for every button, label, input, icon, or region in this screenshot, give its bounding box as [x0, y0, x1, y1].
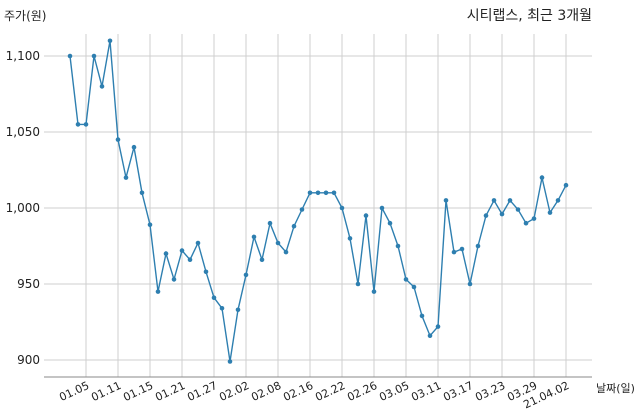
data-point	[443, 198, 449, 203]
data-point	[347, 236, 353, 241]
x-tick-label: 03.23	[473, 379, 507, 404]
data-point	[371, 289, 377, 294]
y-tick-label: 1,050	[6, 125, 40, 139]
data-point	[491, 198, 497, 203]
data-point	[75, 122, 81, 127]
data-point	[91, 53, 97, 59]
data-point	[275, 240, 281, 246]
data-point	[451, 249, 457, 255]
x-tick-label: 03.11	[409, 379, 443, 404]
data-point	[515, 207, 521, 212]
data-point	[555, 198, 561, 203]
data-point	[547, 210, 553, 215]
x-axis-label: 날짜(일)	[596, 381, 635, 395]
data-point	[99, 84, 105, 89]
data-point	[235, 307, 241, 313]
data-point	[107, 38, 113, 44]
x-tick-label: 01.27	[185, 379, 219, 404]
data-point	[323, 190, 329, 196]
data-point	[115, 137, 121, 142]
data-point	[315, 190, 321, 196]
data-point	[187, 257, 193, 263]
data-point	[291, 223, 297, 229]
x-tick-label: 02.16	[281, 379, 315, 404]
data-point	[283, 249, 289, 255]
data-points	[67, 38, 569, 364]
data-point	[427, 333, 433, 339]
data-point	[219, 306, 225, 311]
data-point	[387, 220, 393, 226]
data-point	[163, 251, 169, 256]
data-point	[251, 234, 257, 240]
x-tick-label: 02.22	[313, 379, 347, 404]
data-point	[467, 281, 473, 287]
data-point	[67, 53, 73, 59]
data-point	[379, 205, 385, 211]
data-point	[123, 175, 129, 180]
data-point	[475, 243, 481, 249]
data-point	[539, 175, 545, 180]
x-tick-label: 01.05	[57, 379, 91, 404]
data-point	[435, 324, 441, 329]
x-tick-label: 01.11	[89, 379, 123, 404]
data-point	[307, 190, 313, 196]
x-tick-labels: 01.0501.1101.1501.2101.2702.0202.0802.16…	[57, 379, 571, 411]
data-point	[507, 198, 513, 203]
data-point	[299, 207, 305, 212]
data-point	[499, 211, 505, 217]
data-point	[531, 216, 537, 221]
y-tick-labels: 900 950 1,000 1,050 1,100	[6, 49, 40, 367]
data-point	[339, 205, 345, 211]
data-point	[419, 313, 425, 319]
data-point	[355, 281, 361, 287]
x-tick-label: 02.26	[345, 379, 379, 404]
series-line	[69, 40, 567, 362]
data-point	[179, 248, 185, 253]
x-tick-label: 01.15	[121, 379, 155, 404]
horizontal-gridlines	[44, 55, 592, 361]
data-point	[459, 246, 465, 252]
data-point	[331, 190, 337, 196]
data-point	[403, 277, 409, 282]
data-point	[395, 243, 401, 249]
x-tick-label: 03.05	[377, 379, 411, 404]
x-tick-label: 02.08	[249, 379, 283, 404]
y-tick-label: 1,000	[6, 201, 40, 215]
data-point	[523, 220, 529, 226]
data-point	[259, 257, 265, 263]
data-point	[243, 272, 249, 278]
y-tick-label: 1,100	[6, 49, 40, 63]
vertical-gridlines	[85, 34, 567, 377]
data-point	[139, 190, 145, 196]
y-tick-label: 950	[17, 277, 40, 291]
data-point	[211, 295, 217, 301]
data-point	[155, 289, 161, 294]
data-point	[363, 213, 369, 218]
x-tick-label: 02.02	[217, 379, 251, 404]
data-point	[147, 222, 153, 227]
data-point	[411, 284, 417, 290]
data-point	[227, 359, 233, 364]
y-axis-label: 주가(원)	[4, 9, 46, 23]
data-point	[171, 277, 177, 282]
y-tick-label: 900	[17, 353, 40, 367]
x-tick-label: 01.21	[153, 379, 187, 404]
data-point	[483, 213, 489, 218]
data-point	[203, 269, 209, 275]
data-point	[267, 220, 273, 226]
data-point	[195, 240, 201, 246]
data-point	[563, 182, 569, 188]
chart-title: 시티랩스, 최근 3개월	[467, 8, 592, 24]
data-point	[131, 144, 137, 150]
x-tick-label: 03.17	[441, 379, 475, 404]
data-point	[83, 122, 89, 127]
